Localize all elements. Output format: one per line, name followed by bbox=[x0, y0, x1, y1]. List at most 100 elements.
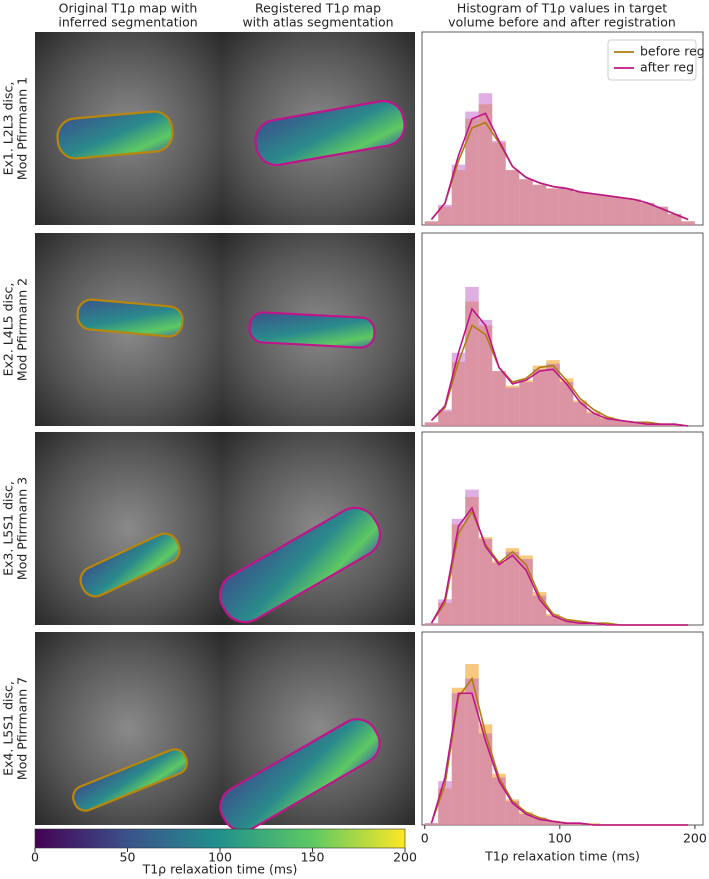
histogram-bar bbox=[586, 823, 601, 825]
histogram-bar bbox=[546, 363, 560, 426]
row-title: Ex1. L2L3 disc, bbox=[1, 82, 16, 176]
row-title: Mod Pfirrmann 2 bbox=[15, 278, 30, 381]
histogram-bar bbox=[559, 619, 574, 625]
density-curve bbox=[430, 324, 689, 427]
histogram-bar bbox=[424, 823, 439, 825]
histogram-bar bbox=[600, 418, 614, 426]
histogram-bar bbox=[640, 203, 655, 225]
histogram-bar bbox=[600, 623, 614, 625]
histogram-bar bbox=[519, 814, 533, 825]
histogram-bar bbox=[573, 623, 587, 625]
histogram-bar bbox=[573, 192, 587, 225]
row-title: Mod Pfirrmann 7 bbox=[15, 677, 30, 780]
histogram-bar bbox=[559, 823, 574, 825]
histogram-bar bbox=[478, 733, 493, 825]
column-title: inferred segmentation bbox=[58, 15, 197, 30]
row-title: Ex3. L5S1 disc, bbox=[1, 481, 16, 576]
histogram-bar bbox=[681, 221, 695, 225]
segmentation bbox=[76, 298, 184, 338]
histogram-bar bbox=[613, 420, 628, 426]
row-title: Ex2. L4L5 disc, bbox=[1, 283, 16, 377]
histogram-bar bbox=[424, 221, 439, 225]
mri-image bbox=[35, 432, 222, 625]
segmentation bbox=[79, 532, 181, 598]
histogram-bar bbox=[532, 369, 547, 426]
histogram-bar bbox=[505, 551, 520, 625]
colorbar-tick-label: 100 bbox=[208, 850, 232, 865]
legend bbox=[607, 39, 697, 81]
histogram-bar bbox=[654, 206, 668, 225]
density-curve bbox=[430, 506, 689, 626]
histogram-bar bbox=[438, 781, 452, 825]
histogram-bar bbox=[465, 111, 479, 225]
histogram-bar bbox=[600, 195, 614, 225]
histogram-bar bbox=[478, 319, 493, 426]
histogram-bar bbox=[465, 678, 479, 825]
column-title: with atlas segmentation bbox=[242, 15, 393, 30]
histogram-bar bbox=[640, 424, 655, 426]
histogram-bar bbox=[451, 164, 466, 225]
colorbar-tick-label: 0 bbox=[31, 850, 39, 865]
density-curve bbox=[430, 692, 689, 826]
colorbar-tick-label: 150 bbox=[301, 850, 325, 865]
histogram-bar bbox=[546, 821, 560, 825]
histogram-bar bbox=[478, 538, 493, 625]
row-title: Mod Pfirrmann 3 bbox=[15, 477, 30, 580]
histogram-bar bbox=[519, 382, 533, 426]
density-curve bbox=[430, 112, 689, 221]
histogram-bar bbox=[492, 371, 506, 426]
histogram-bar bbox=[546, 188, 560, 225]
histogram-bar bbox=[586, 413, 601, 426]
histogram-bar bbox=[573, 823, 587, 825]
colorbar bbox=[34, 828, 406, 849]
segmentation bbox=[72, 748, 188, 812]
histogram-bar bbox=[505, 170, 520, 225]
histogram-bar bbox=[573, 402, 587, 426]
row-title: Mod Pfirrmann 1 bbox=[15, 77, 30, 180]
segmentation bbox=[218, 506, 382, 624]
segmentation bbox=[219, 718, 381, 832]
segmentation bbox=[254, 99, 406, 167]
histogram-bar bbox=[492, 140, 506, 225]
legend-label: after reg bbox=[640, 60, 694, 75]
histogram-bar bbox=[667, 424, 682, 426]
legend-label: before reg bbox=[640, 44, 705, 59]
column-title: Original T1ρ map with bbox=[59, 1, 198, 16]
colorbar-tick-label: 50 bbox=[120, 850, 136, 865]
histogram-bar bbox=[667, 214, 682, 225]
histogram-bar bbox=[492, 562, 506, 625]
histogram-bar bbox=[627, 199, 641, 225]
x-tick-label: 100 bbox=[548, 831, 572, 846]
column-title: volume before and after registration bbox=[448, 15, 676, 30]
x-axis-label: T1ρ relaxation time (ms) bbox=[484, 849, 640, 864]
histogram-bar bbox=[424, 422, 439, 426]
colorbar-label: T1ρ relaxation time (ms) bbox=[142, 862, 298, 877]
histogram-bar bbox=[505, 387, 520, 426]
histogram-bar bbox=[532, 184, 547, 225]
histogram-bar bbox=[613, 197, 628, 225]
column-title: Histogram of T1ρ values in target bbox=[457, 1, 667, 16]
histogram-bar bbox=[438, 409, 452, 426]
mri-image bbox=[35, 632, 222, 825]
histogram-bar bbox=[586, 623, 601, 625]
histogram-bar bbox=[451, 693, 466, 825]
row-title: Ex4. L5S1 disc, bbox=[1, 681, 16, 776]
histogram-bar bbox=[546, 615, 560, 625]
density-curve bbox=[430, 307, 689, 427]
histogram-bar bbox=[559, 188, 574, 225]
histogram-bar bbox=[654, 424, 668, 426]
histogram-bar bbox=[492, 777, 506, 825]
x-tick-label: 0 bbox=[421, 831, 429, 846]
histogram-bar bbox=[519, 179, 533, 225]
histogram-bar bbox=[532, 817, 547, 825]
histogram-bar bbox=[627, 422, 641, 426]
histogram-bar bbox=[424, 623, 439, 625]
segmentation bbox=[56, 110, 174, 160]
x-tick-label: 200 bbox=[683, 831, 707, 846]
colorbar-tick-label: 200 bbox=[393, 850, 417, 865]
histogram-bar bbox=[505, 801, 520, 825]
histogram-bar bbox=[559, 382, 574, 426]
segmentation bbox=[248, 311, 376, 349]
